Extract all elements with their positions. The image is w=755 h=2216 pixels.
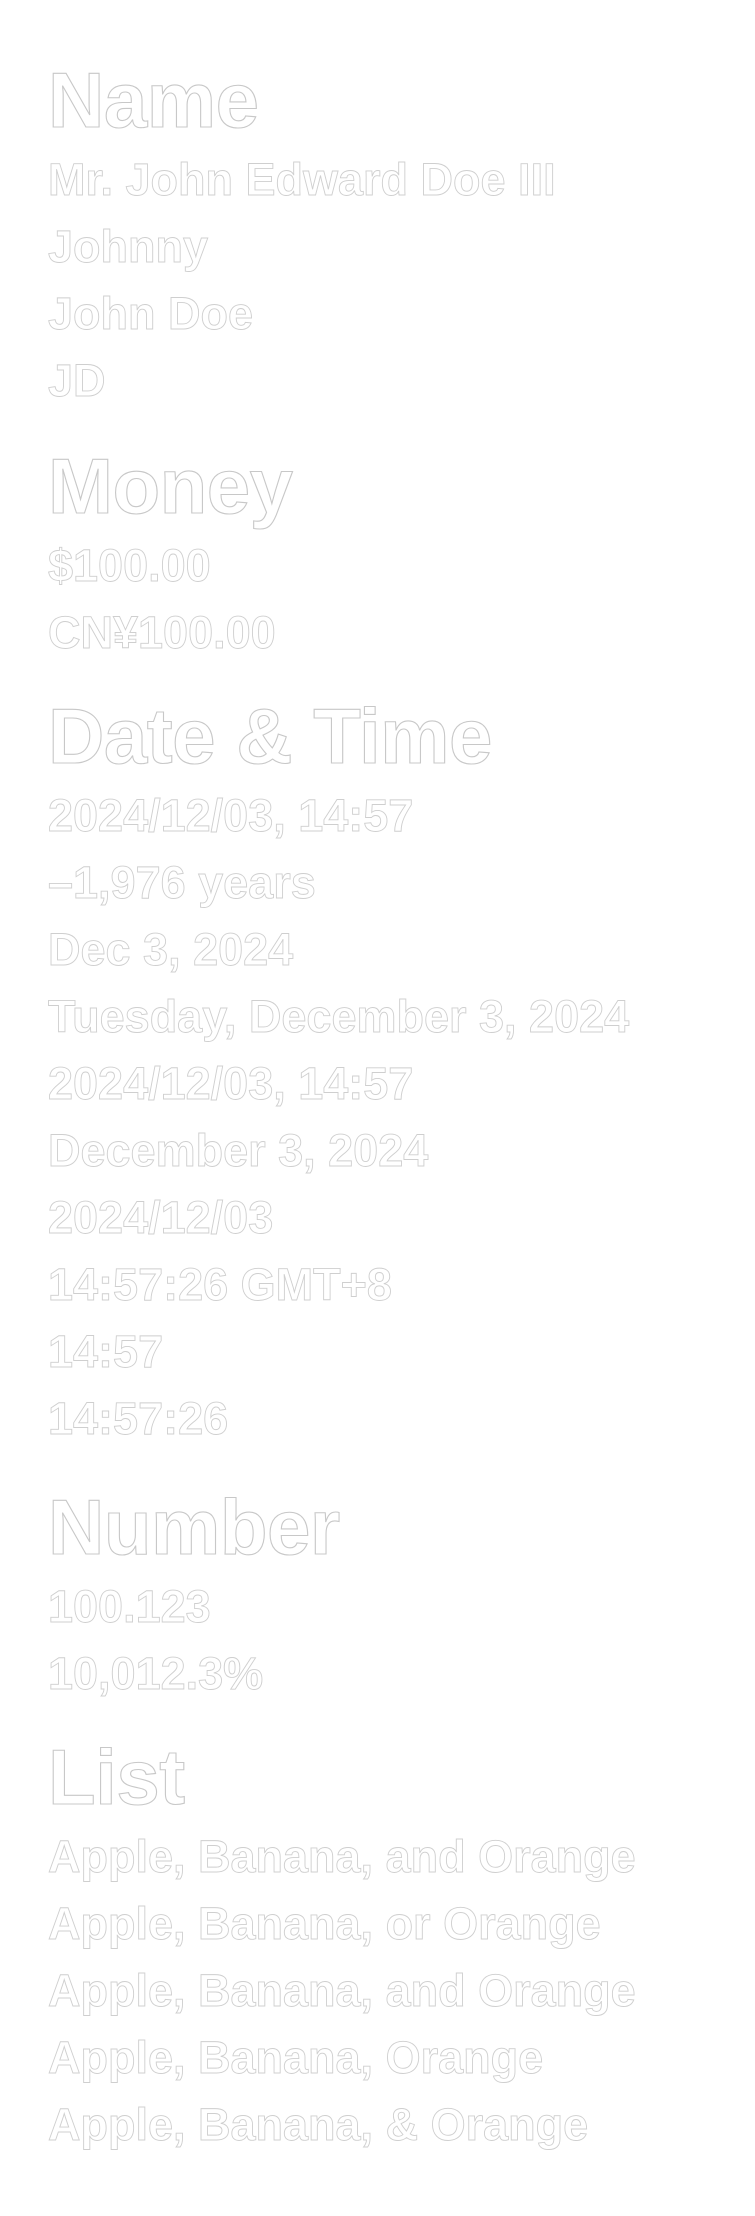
number-percent: 10,012.3% xyxy=(48,1648,264,1700)
name-full-formal: Mr. John Edward Doe III xyxy=(48,154,556,206)
number-section-title: Number xyxy=(47,1482,340,1571)
datetime-section: Date & Time 2024/12/03, 14:57 –1,976 yea… xyxy=(47,690,630,1452)
number-section: Number 100.123 10,012.3% xyxy=(47,1481,340,1707)
datetime-row: –1,976 years xyxy=(48,857,317,909)
list-section: List Apple, Banana, and Orange Apple, Ba… xyxy=(47,1731,637,2158)
datetime-row: Tuesday, December 3, 2024 xyxy=(48,991,630,1043)
datetime-row: 14:57 xyxy=(48,1326,164,1378)
datetime-row: 2024/12/03, 14:57 xyxy=(48,790,414,842)
datetime-section-title: Date & Time xyxy=(47,691,492,780)
money-cny: CN¥100.00 xyxy=(48,607,277,659)
datetime-row: 14:57:26 xyxy=(48,1393,229,1445)
datetime-row: 2024/12/03, 14:57 xyxy=(48,1058,414,1110)
number-decimal: 100.123 xyxy=(48,1581,212,1633)
name-nickname: Johnny xyxy=(48,221,209,273)
datetime-row: December 3, 2024 xyxy=(48,1125,429,1177)
name-section-title: Name xyxy=(47,55,259,144)
list-row: Apple, Banana, and Orange xyxy=(48,1831,637,1883)
datetime-row: 2024/12/03 xyxy=(48,1192,274,1244)
name-section: Name Mr. John Edward Doe III Johnny John… xyxy=(47,54,556,414)
list-row: Apple, Banana, and Orange xyxy=(48,1965,637,2017)
name-initials: JD xyxy=(48,355,106,407)
datetime-row: Dec 3, 2024 xyxy=(48,924,294,976)
datetime-row: 14:57:26 GMT+8 xyxy=(48,1259,393,1311)
name-short: John Doe xyxy=(48,288,254,340)
list-row: Apple, Banana, or Orange xyxy=(48,1898,602,1950)
list-row: Apple, Banana, Orange xyxy=(48,2032,544,2084)
money-section-title: Money xyxy=(47,441,293,530)
money-usd: $100.00 xyxy=(48,540,212,592)
list-section-title: List xyxy=(47,1732,185,1821)
list-row: Apple, Banana, & Orange xyxy=(48,2099,589,2151)
money-section: Money $100.00 CN¥100.00 xyxy=(47,440,293,666)
